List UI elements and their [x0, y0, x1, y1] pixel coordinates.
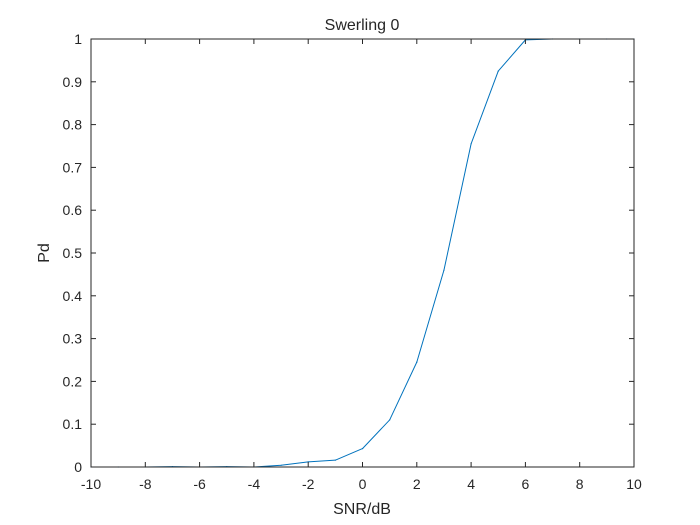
x-tick-label: -2: [302, 476, 315, 492]
x-tick-label: 4: [467, 476, 475, 492]
y-tick-label: 1: [74, 31, 82, 47]
y-tick-label: 0.8: [63, 117, 83, 133]
plot-area: [91, 39, 634, 467]
data-point: [280, 464, 282, 466]
y-tick-label: 0.6: [63, 202, 83, 218]
x-tick-label: 6: [522, 476, 530, 492]
y-axis-ticks: 0 0.1 0.2 0.3 0.4 0.5 0.6 0.7 0.8 0.9 1: [63, 31, 634, 475]
x-axis-ticks: -10 -8 -6 -4 -2 0 2 4 6 8 10: [81, 39, 642, 492]
y-tick-label: 0.5: [63, 245, 83, 261]
y-tick-label: 0: [74, 459, 82, 475]
x-axis-label: SNR/dB: [333, 501, 391, 518]
y-axis-label: Pd: [36, 243, 53, 263]
y-tick-label: 0.9: [63, 74, 83, 90]
data-point: [416, 361, 418, 363]
x-tick-label: -10: [81, 476, 101, 492]
y-tick-label: 0.3: [63, 331, 83, 347]
data-point: [361, 447, 364, 450]
data-point: [497, 70, 499, 72]
x-tick-label: -4: [248, 476, 261, 492]
x-tick-label: -8: [139, 476, 152, 492]
data-point: [334, 459, 336, 461]
data-point: [443, 269, 445, 271]
y-tick-label: 0.4: [63, 288, 83, 304]
y-tick-label: 0.7: [63, 159, 83, 175]
x-tick-label: 2: [413, 476, 421, 492]
x-tick-label: 8: [576, 476, 584, 492]
y-tick-label: 0.1: [63, 416, 83, 432]
x-tick-label: 10: [626, 476, 642, 492]
y-tick-label: 0.2: [63, 373, 83, 389]
chart-title: Swerling 0: [325, 17, 400, 34]
x-tick-label: 0: [359, 476, 367, 492]
x-tick-label: -6: [193, 476, 206, 492]
data-point: [389, 419, 391, 421]
data-point: [470, 143, 472, 145]
